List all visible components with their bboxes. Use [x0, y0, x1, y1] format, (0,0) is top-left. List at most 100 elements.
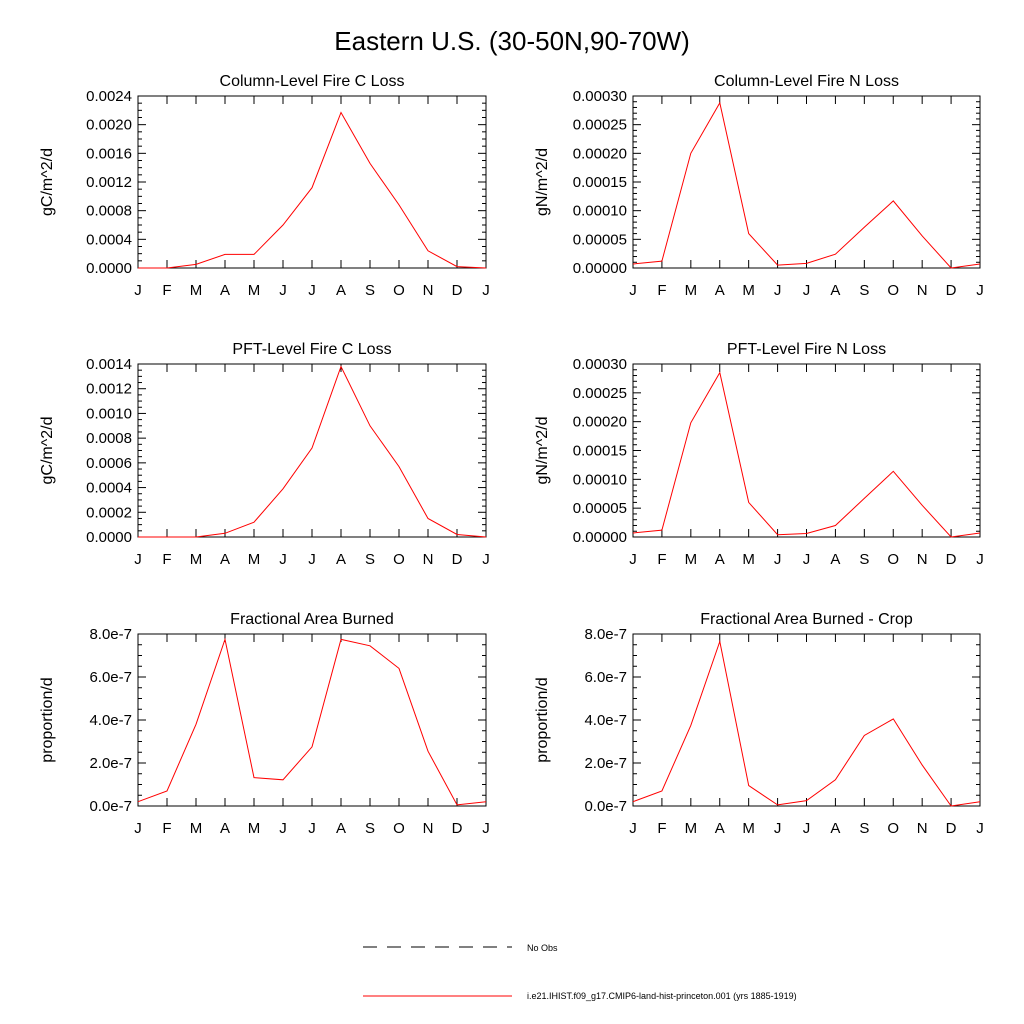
x-tick-label: M — [685, 282, 698, 299]
x-tick-label: D — [946, 282, 957, 299]
x-tick-label: D — [946, 820, 957, 837]
series-line — [138, 111, 487, 269]
chart-panel-6: Fractional Area Burned - Crop proportion/… — [534, 611, 984, 837]
x-tick-label: D — [452, 282, 463, 299]
x-tick-label: N — [423, 820, 434, 837]
x-tick-label: J — [279, 551, 287, 568]
x-tick-label: M — [190, 282, 203, 299]
x-tick-label: J — [976, 820, 984, 837]
y-tick-label: 0.0008 — [86, 203, 132, 220]
x-tick-label: J — [308, 551, 316, 568]
y-axis-label: gC/m^2/d — [39, 148, 56, 216]
y-tick-label: 0.0000 — [86, 260, 132, 277]
y-tick-label: 0.00015 — [573, 174, 627, 191]
x-tick-label: J — [774, 820, 782, 837]
x-tick-label: O — [393, 282, 405, 299]
x-tick-label: J — [803, 820, 811, 837]
y-tick-label: 0.0004 — [86, 231, 132, 248]
x-tick-label: M — [742, 551, 755, 568]
y-tick-label: 0.0020 — [86, 117, 132, 134]
y-tick-label: 0.0012 — [86, 381, 132, 398]
series-line — [138, 365, 487, 538]
y-tick-label: 0.0012 — [86, 174, 132, 191]
chart-panel-2: Column-Level Fire N Loss gN/m^2/d 0.00000 0… — [534, 73, 984, 299]
x-tick-label: A — [830, 820, 840, 837]
y-tick-label: 0.0000 — [86, 529, 132, 546]
y-axis-label: gN/m^2/d — [534, 417, 551, 485]
chart-title: Column-Level Fire N Loss — [714, 73, 899, 90]
y-axis-label: gC/m^2/d — [39, 417, 56, 485]
x-tick-label: A — [220, 282, 230, 299]
x-tick-label: J — [976, 282, 984, 299]
chart-panel-3: PFT-Level Fire C Loss gC/m^2/d 0.0000 0.000… — [39, 341, 490, 568]
plot-frame — [632, 633, 981, 807]
x-tick-label: M — [248, 282, 261, 299]
x-tick-label: N — [917, 551, 928, 568]
x-tick-label: O — [887, 551, 899, 568]
y-tick-label: 0.0016 — [86, 145, 132, 162]
y-tick-label: 4.0e-7 — [89, 712, 132, 729]
x-tick-label: A — [336, 282, 346, 299]
x-tick-label: M — [190, 551, 203, 568]
x-tick-label: J — [629, 551, 637, 568]
y-tick-label: 0.0e-7 — [89, 798, 132, 815]
x-tick-label: J — [629, 282, 637, 299]
x-tick-label: F — [657, 820, 666, 837]
y-tick-label: 2.0e-7 — [584, 755, 627, 772]
x-tick-label: J — [134, 820, 142, 837]
y-tick-label: 4.0e-7 — [584, 712, 627, 729]
x-tick-label: J — [774, 282, 782, 299]
y-tick-label: 0.00000 — [573, 260, 627, 277]
y-tick-label: 0.0002 — [86, 504, 132, 521]
y-tick-label: 0.0006 — [86, 455, 132, 472]
x-tick-label: O — [887, 820, 899, 837]
x-tick-label: M — [248, 551, 261, 568]
y-tick-label: 0.0024 — [86, 88, 132, 105]
x-tick-label: O — [393, 551, 405, 568]
x-tick-label: J — [482, 282, 490, 299]
y-tick-label: 0.00000 — [573, 529, 627, 546]
x-tick-label: F — [657, 551, 666, 568]
y-tick-label: 0.00025 — [573, 385, 627, 402]
y-tick-label: 0.00020 — [573, 145, 627, 162]
x-tick-label: J — [482, 551, 490, 568]
y-axis-label: gN/m^2/d — [534, 148, 551, 216]
chart-title: PFT-Level Fire C Loss — [232, 341, 391, 358]
x-tick-label: F — [162, 820, 171, 837]
legend: No Obs i.e21.IHIST.f09_g17.CMIP6-land-hi… — [363, 943, 797, 1001]
x-tick-label: D — [946, 551, 957, 568]
y-tick-label: 0.00010 — [573, 203, 627, 220]
y-tick-label: 6.0e-7 — [584, 669, 627, 686]
x-tick-label: N — [917, 820, 928, 837]
y-tick-label: 0.00030 — [573, 356, 627, 373]
x-tick-label: M — [742, 282, 755, 299]
x-tick-label: J — [279, 820, 287, 837]
x-tick-label: M — [685, 820, 698, 837]
figure-title: Eastern U.S. (30-50N,90-70W) — [334, 26, 689, 56]
x-tick-label: A — [220, 551, 230, 568]
x-tick-label: M — [248, 820, 261, 837]
y-axis-label: proportion/d — [534, 677, 551, 762]
x-tick-label: J — [308, 282, 316, 299]
x-tick-label: J — [134, 282, 142, 299]
legend-obs-label: No Obs — [527, 943, 558, 953]
x-tick-label: A — [715, 551, 725, 568]
x-tick-label: J — [976, 551, 984, 568]
x-tick-label: J — [279, 282, 287, 299]
x-tick-label: D — [452, 551, 463, 568]
legend-model-label: i.e21.IHIST.f09_g17.CMIP6-land-hist-prin… — [527, 991, 797, 1001]
y-tick-label: 0.0008 — [86, 430, 132, 447]
x-tick-label: J — [803, 551, 811, 568]
chart-panels: Column-Level Fire C Loss gC/m^2/d 0.0000 0.… — [39, 73, 984, 837]
x-tick-label: M — [742, 820, 755, 837]
x-tick-label: J — [774, 551, 782, 568]
y-tick-label: 0.00010 — [573, 471, 627, 488]
y-tick-label: 0.00015 — [573, 443, 627, 460]
y-tick-label: 2.0e-7 — [89, 755, 132, 772]
x-tick-label: A — [830, 551, 840, 568]
x-tick-label: F — [162, 282, 171, 299]
x-tick-label: F — [162, 551, 171, 568]
plot-frame — [137, 633, 487, 807]
x-tick-label: D — [452, 820, 463, 837]
